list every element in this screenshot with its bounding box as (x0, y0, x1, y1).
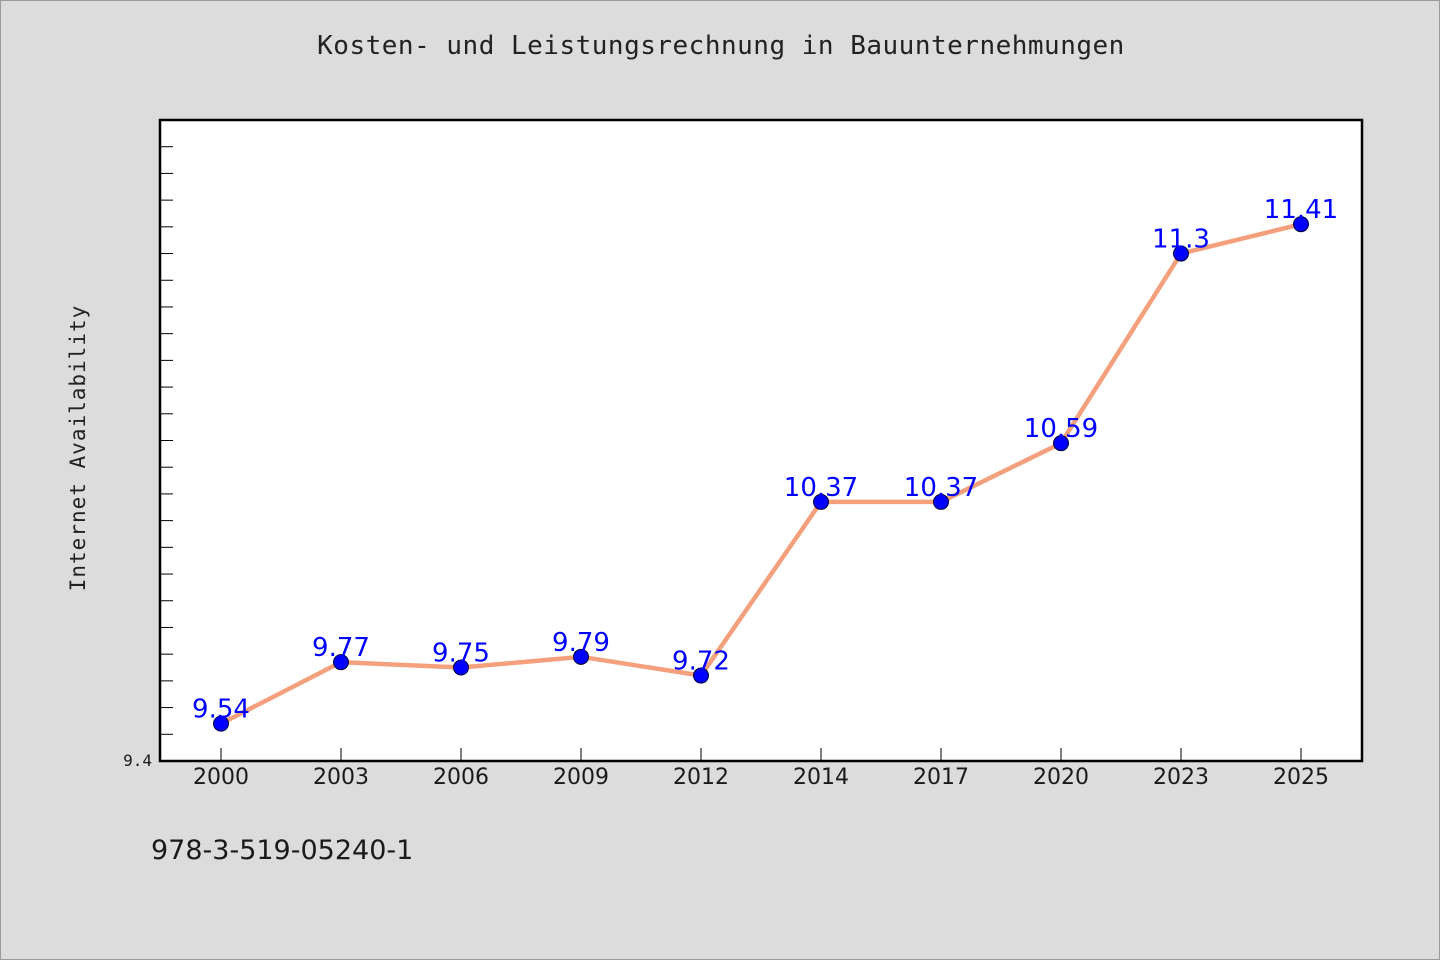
data-label: 9.77 (312, 633, 370, 663)
chart-title: Kosten- und Leistungsrechnung in Bauunte… (317, 31, 1125, 61)
data-point (933, 493, 949, 510)
series-markers (213, 216, 1309, 732)
plot-area (158, 118, 1364, 763)
series-line (218, 221, 1304, 726)
x-tick-label: 2014 (793, 765, 849, 790)
data-label: 11.41 (1264, 195, 1338, 225)
data-label: 9.75 (432, 639, 490, 669)
data-point (693, 667, 709, 684)
data-labels: 9.54 9.77 9.75 9.79 9.72 10.37 10.37 10.59 11.3 1… (192, 195, 1338, 724)
data-label: 10.59 (1024, 414, 1098, 444)
data-point (213, 715, 229, 732)
data-point (1053, 435, 1069, 452)
data-point (333, 654, 349, 671)
x-axis-ticks: 2000 2003 2006 2009 2012 2014 2017 2020 2023 2025 (193, 748, 1329, 790)
x-tick-label: 2025 (1273, 765, 1329, 790)
x-tick-label: 2003 (313, 765, 369, 790)
data-label: 10.37 (784, 473, 858, 503)
x-tick-label: 2012 (673, 765, 729, 790)
x-tick-label: 2020 (1033, 765, 1089, 790)
x-tick-label: 2017 (913, 765, 969, 790)
footer-isbn: 978-3-519-05240-1 (151, 835, 414, 866)
data-point (453, 659, 469, 676)
data-label: 9.72 (672, 647, 730, 677)
data-point (813, 493, 829, 510)
x-tick-label: 2023 (1153, 765, 1209, 790)
x-tick-label: 2009 (553, 765, 609, 790)
y-tick-label: 9.4 (123, 751, 152, 770)
x-tick-label: 2006 (433, 765, 489, 790)
y-axis-ticks: 9.4 (123, 146, 173, 770)
data-label: 9.79 (552, 628, 610, 658)
data-point (573, 648, 589, 665)
data-label: 10.37 (904, 473, 978, 503)
x-tick-label: 2000 (193, 765, 249, 790)
data-label: 9.54 (192, 695, 250, 725)
data-point (1293, 216, 1309, 233)
data-point (1173, 245, 1189, 262)
data-label: 11.3 (1152, 225, 1210, 255)
